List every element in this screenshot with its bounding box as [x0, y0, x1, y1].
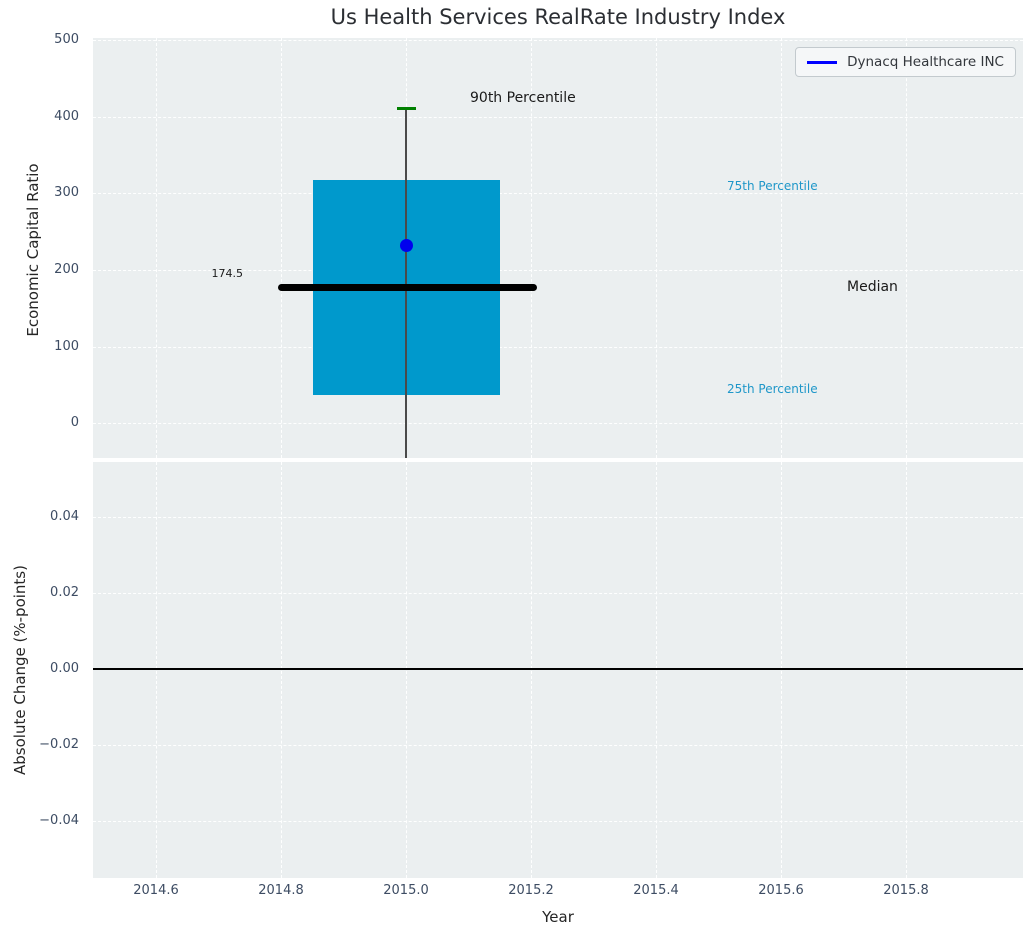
whisker-line: [405, 109, 407, 458]
gridline: [281, 38, 282, 458]
gridline: [781, 462, 782, 878]
gridline: [93, 347, 1023, 348]
y-axis-label-bottom: Absolute Change (%-points): [11, 565, 29, 775]
ytick-label: 0: [70, 415, 79, 430]
xtick-label: 2015.0: [383, 883, 429, 898]
x-axis-label: Year: [542, 908, 574, 926]
top-plot-area: 90th Percentile 75th Percentile Median 2…: [93, 38, 1023, 458]
xtick-label: 2015.6: [758, 883, 804, 898]
legend-line-swatch: [807, 60, 838, 64]
xtick-label: 2014.6: [133, 883, 179, 898]
gridline: [93, 117, 1023, 118]
ytick-label: 300: [54, 185, 79, 200]
ytick-label: 200: [54, 262, 79, 277]
xtick-label: 2014.8: [258, 883, 304, 898]
gridline: [906, 462, 907, 878]
gridline: [406, 462, 407, 878]
p90-cap: [397, 107, 416, 110]
ytick-label: 0.04: [50, 509, 79, 524]
annotation-median-value: 174.5: [211, 267, 244, 280]
gridline: [93, 423, 1023, 424]
annotation-75th-percentile: 75th Percentile: [727, 179, 818, 193]
gridline: [93, 517, 1023, 518]
gridline: [531, 462, 532, 878]
gridline: [93, 593, 1023, 594]
gridline: [93, 193, 1023, 194]
chart-title: Us Health Services RealRate Industry Ind…: [330, 5, 786, 29]
company-data-point: [400, 239, 413, 252]
legend: Dynacq Healthcare INC: [795, 47, 1016, 77]
ytick-label: 0.00: [50, 661, 79, 676]
ytick-label: 500: [54, 32, 79, 47]
annotation-median: Median: [847, 279, 898, 295]
gridline: [93, 270, 1023, 271]
ytick-label: 0.02: [50, 585, 79, 600]
gridline: [656, 38, 657, 458]
gridline: [531, 38, 532, 458]
zero-reference-line: [93, 668, 1023, 670]
ytick-label: −0.04: [39, 813, 79, 828]
gridline: [781, 38, 782, 458]
xtick-label: 2015.4: [633, 883, 679, 898]
bottom-plot-area: [93, 462, 1023, 878]
ytick-label: −0.02: [39, 737, 79, 752]
ytick-label: 400: [54, 109, 79, 124]
gridline: [656, 462, 657, 878]
gridline: [93, 40, 1023, 41]
gridline: [281, 462, 282, 878]
ytick-label: 100: [54, 339, 79, 354]
y-axis-label-top: Economic Capital Ratio: [24, 163, 42, 337]
median-line: [278, 284, 537, 291]
legend-label: Dynacq Healthcare INC: [847, 54, 1004, 70]
xtick-label: 2015.8: [883, 883, 929, 898]
gridline: [156, 462, 157, 878]
annotation-90th-percentile: 90th Percentile: [470, 90, 576, 106]
gridline: [906, 38, 907, 458]
xtick-label: 2015.2: [508, 883, 554, 898]
annotation-25th-percentile: 25th Percentile: [727, 382, 818, 396]
gridline: [93, 745, 1023, 746]
gridline: [156, 38, 157, 458]
gridline: [93, 821, 1023, 822]
